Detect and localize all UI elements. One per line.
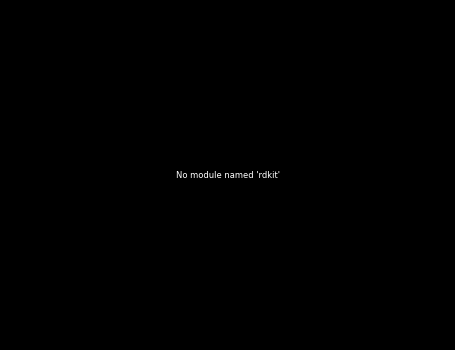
Text: No module named 'rdkit': No module named 'rdkit' xyxy=(176,170,279,180)
